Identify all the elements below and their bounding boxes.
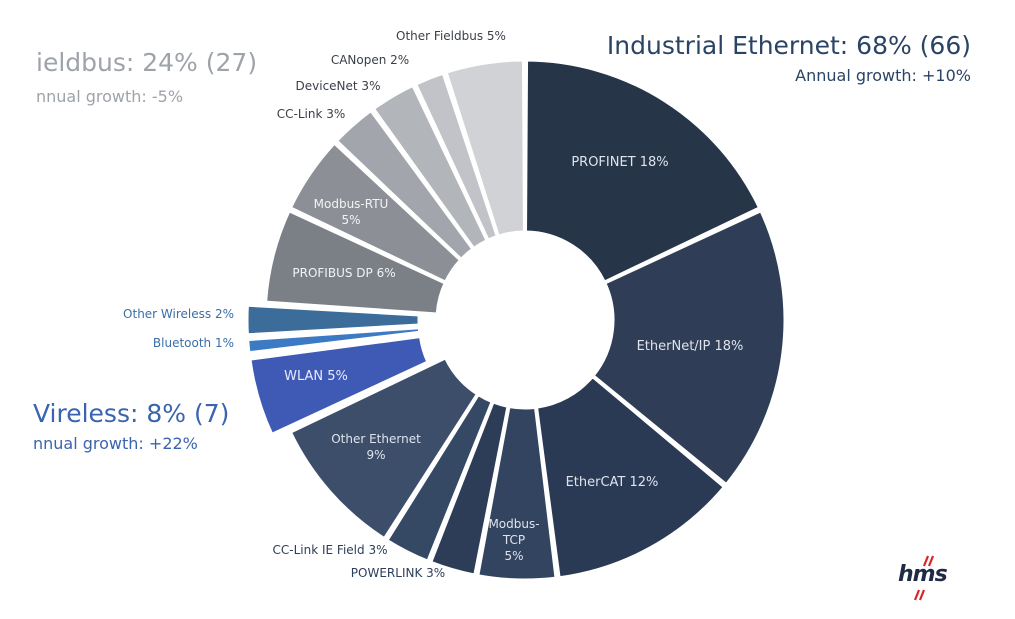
slice-label-other-fieldbus: Other Fieldbus 5% (396, 29, 506, 43)
logo-slashes (913, 555, 935, 601)
slice-label-other-wireless: Other Wireless 2% (123, 307, 234, 321)
group-growth-ethernet: Annual growth: +10% (795, 66, 971, 85)
slice-label-powerlink: POWERLINK 3% (351, 566, 445, 580)
group-growth-wireless: nnual growth: +22% (33, 434, 198, 453)
slice-label-bluetooth: Bluetooth 1% (153, 336, 234, 350)
slice-label-cc-link-ie-field: CC-Link IE Field 3% (273, 543, 388, 557)
slice-modbus-tcp (476, 404, 558, 582)
slice-label-profibus-dp: PROFIBUS DP 6% (292, 266, 395, 280)
logo-text: hms (898, 562, 948, 587)
slice-wlan (248, 334, 430, 437)
slice-label-ethercat: EtherCAT 12% (566, 475, 659, 490)
slice-other-fieldbus (444, 58, 526, 239)
slice-label-wlan: WLAN 5% (284, 369, 348, 384)
slice-label-profinet: PROFINET 18% (571, 155, 668, 170)
slice-bluetooth (246, 326, 422, 355)
group-title-fieldbus: ieldbus: 24% (27) (36, 48, 258, 77)
group-title-wireless: Vireless: 8% (7) (33, 399, 230, 428)
slice-label-devicenet: DeviceNet 3% (296, 79, 381, 93)
slice-modbus-rtu (288, 141, 463, 285)
slice-other-wireless (245, 303, 421, 337)
slice-ethercat (534, 374, 727, 580)
slice-label-modbus-rtu: Modbus-RTU 5% (314, 197, 389, 227)
slice-label-canopen: CANopen 2% (331, 53, 409, 67)
slice-ethernet-ip (591, 208, 787, 487)
slice-profibus-dp (264, 208, 448, 316)
slice-label-cc-link: CC-Link 3% (277, 107, 346, 121)
slice-other-ethernet (288, 355, 480, 541)
group-title-ethernet: Industrial Ethernet: 68% (66) (606, 31, 971, 60)
slice-label-ethernet-ip: EtherNet/IP 18% (637, 339, 744, 354)
slice-label-other-ethernet: Other Ethernet 9% (331, 432, 421, 462)
group-growth-fieldbus: nnual growth: -5% (36, 87, 184, 106)
hms-logo: hms (898, 562, 948, 587)
slice-profinet (524, 58, 762, 285)
slice-label-modbus-tcp: Modbus-TCP 5% (488, 517, 539, 563)
